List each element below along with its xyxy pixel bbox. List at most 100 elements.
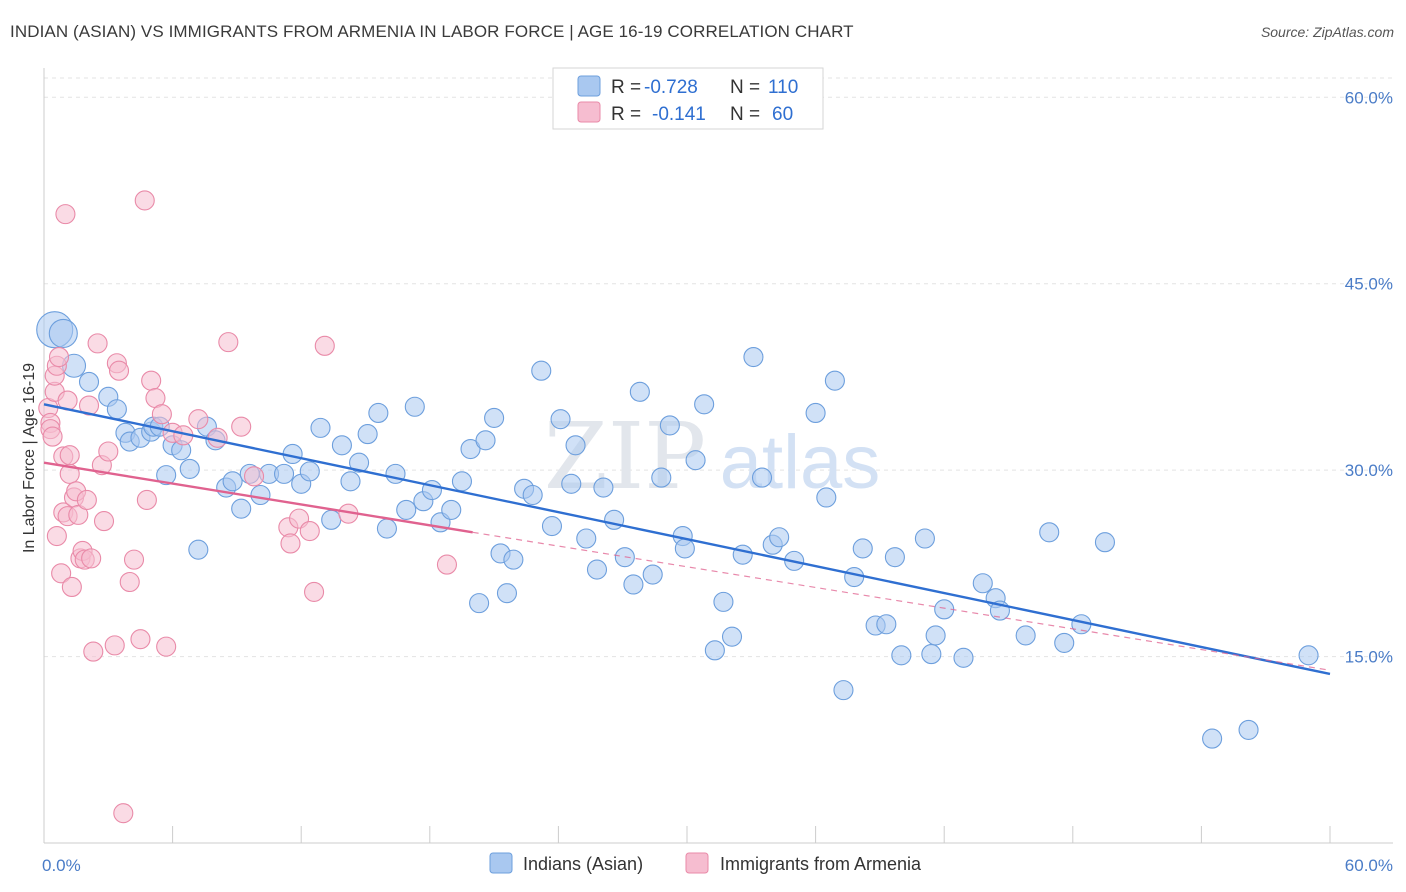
correlation-legend: R = -0.728 N = 110 R = -0.141 N = 60 <box>552 67 824 130</box>
point-s0-46 <box>469 593 490 614</box>
point-s1-56 <box>304 581 325 602</box>
point-s1-16 <box>59 463 80 484</box>
point-s0-51 <box>503 549 524 570</box>
point-s0-74 <box>713 591 734 612</box>
point-s0-105 <box>1202 728 1223 749</box>
point-s1-25 <box>78 395 100 416</box>
point-s1-39 <box>134 190 155 211</box>
point-s0-82 <box>805 402 826 424</box>
point-s1-51 <box>243 466 265 487</box>
point-s1-37 <box>123 549 145 570</box>
point-s0-75 <box>721 626 743 647</box>
trend-lines <box>43 403 1331 676</box>
point-s0-48 <box>484 407 505 428</box>
bottom-legend-swatch-indians <box>489 852 513 874</box>
legend-swatch-indians <box>577 75 601 97</box>
point-s0-35 <box>368 402 389 424</box>
point-s0-64 <box>623 574 644 595</box>
point-s1-50 <box>231 416 252 437</box>
bottom-legend-label-indians: Indians (Asian) <box>523 854 643 874</box>
point-s1-26 <box>81 548 102 569</box>
point-s0-86 <box>844 566 865 588</box>
point-s0-20 <box>222 471 243 492</box>
point-s0-71 <box>685 450 706 471</box>
point-s0-100 <box>1015 625 1036 646</box>
point-s1-8 <box>48 346 70 368</box>
point-s0-45 <box>460 438 481 460</box>
legend-n-value-1: 110 <box>768 77 798 98</box>
point-s0-89 <box>876 614 897 635</box>
point-s0-29 <box>310 417 331 438</box>
point-s0-83 <box>816 487 837 508</box>
grid-lines <box>44 77 1393 658</box>
x-tick-label-0: 0.0% <box>42 856 81 875</box>
point-s0-30 <box>321 509 342 530</box>
point-s0-70 <box>674 538 695 559</box>
point-s0-56 <box>550 409 571 430</box>
point-s1-31 <box>98 441 119 462</box>
legend-r-value-1: -0.728 <box>644 77 698 98</box>
chart-title: INDIAN (ASIAN) VS IMMIGRANTS FROM ARMENI… <box>10 22 854 41</box>
series-indians-asian <box>36 311 1319 749</box>
point-s0-87 <box>852 538 873 559</box>
y-axis-title: In Labor Force | Age 16-19 <box>21 363 38 553</box>
series-legend: Indians (Asian) Immigrants from Armenia <box>489 852 922 874</box>
watermark: ZIP atlas <box>544 403 880 510</box>
point-s1-55 <box>299 520 320 542</box>
point-s0-80 <box>769 527 790 548</box>
point-s0-25 <box>274 463 295 484</box>
point-s1-12 <box>55 204 76 225</box>
legend-swatch-armenia <box>577 101 601 123</box>
point-s0-44 <box>451 471 473 492</box>
point-s0-28 <box>299 461 320 482</box>
legend-n-value-2: 60 <box>772 104 793 125</box>
point-s0-53 <box>522 484 543 506</box>
legend-r-value-2: -0.141 <box>652 104 706 125</box>
point-s1-41 <box>141 370 162 391</box>
point-s0-33 <box>349 452 370 473</box>
point-s0-60 <box>586 559 608 580</box>
point-s1-40 <box>136 489 157 511</box>
point-s0-66 <box>642 564 663 585</box>
watermark-atlas: atlas <box>720 420 881 505</box>
point-s1-34 <box>108 360 130 381</box>
point-s0-21 <box>231 498 252 519</box>
point-s0-36 <box>376 518 397 539</box>
point-s1-47 <box>188 409 209 430</box>
tick-labels: 15.0% 30.0% 45.0% 60.0% 0.0% 60.0% <box>42 88 1393 875</box>
point-s0-78 <box>751 467 773 488</box>
point-s1-15 <box>59 445 80 466</box>
point-s0-57 <box>561 473 582 494</box>
trend-line-s0 <box>43 403 1331 676</box>
point-s0-107 <box>1298 645 1319 666</box>
point-s0-97 <box>972 573 993 594</box>
point-s0-91 <box>891 645 912 666</box>
point-s1-24 <box>76 489 97 511</box>
point-s0-84 <box>824 370 845 391</box>
point-s1-36 <box>119 571 140 593</box>
point-s0-65 <box>629 381 650 402</box>
y-tick-label-1: 30.0% <box>1345 461 1393 480</box>
axes <box>43 68 1393 844</box>
point-s0-50 <box>496 583 518 604</box>
point-s1-27 <box>83 641 104 662</box>
point-s0-77 <box>743 346 764 368</box>
trend-extension-s1 <box>472 531 1331 671</box>
point-s0-62 <box>604 509 625 530</box>
point-s0-58 <box>565 435 586 456</box>
point-s1-57 <box>314 335 335 356</box>
point-s0-43 <box>441 499 462 520</box>
series-immigrants-armenia <box>38 190 457 824</box>
point-s1-59 <box>436 554 457 575</box>
point-s0-61 <box>593 477 614 498</box>
point-s0-85 <box>833 680 854 701</box>
point-s1-20 <box>68 504 89 525</box>
point-s0-16 <box>188 539 209 560</box>
point-s0-68 <box>659 415 680 436</box>
trend-line-s1 <box>43 461 473 534</box>
legend-n-label-1: N = <box>730 77 760 98</box>
point-s0-34 <box>357 424 378 445</box>
x-tick-label-1: 60.0% <box>1345 856 1393 875</box>
point-s0-15 <box>179 458 200 479</box>
